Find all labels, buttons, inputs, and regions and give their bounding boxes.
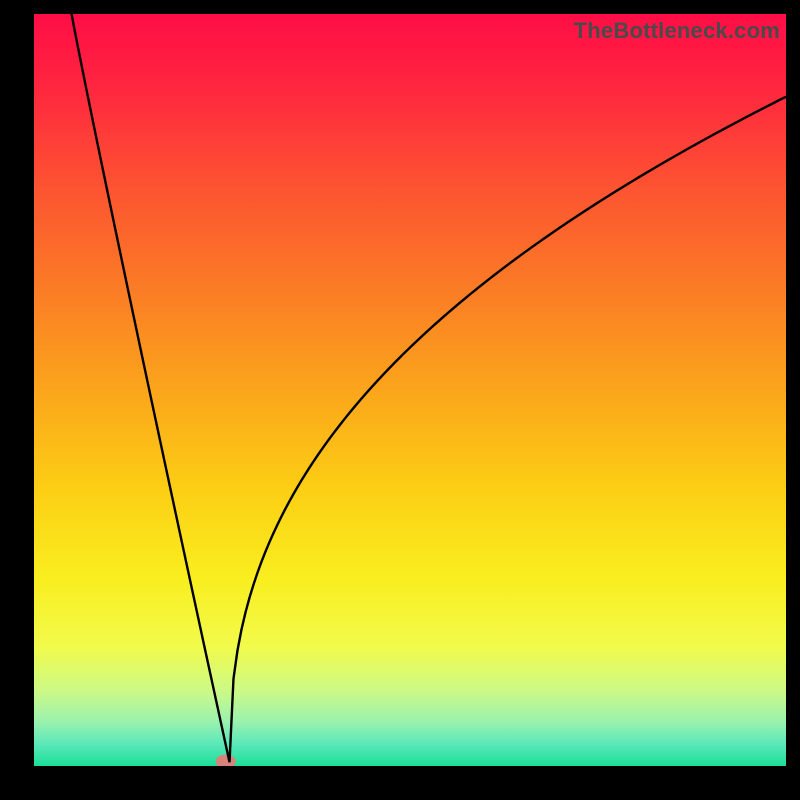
bottleneck-curve bbox=[72, 14, 786, 762]
curve-layer bbox=[34, 14, 786, 766]
min-point-marker bbox=[216, 754, 236, 766]
watermark-text: TheBottleneck.com bbox=[574, 18, 780, 44]
plot-area bbox=[34, 14, 786, 766]
